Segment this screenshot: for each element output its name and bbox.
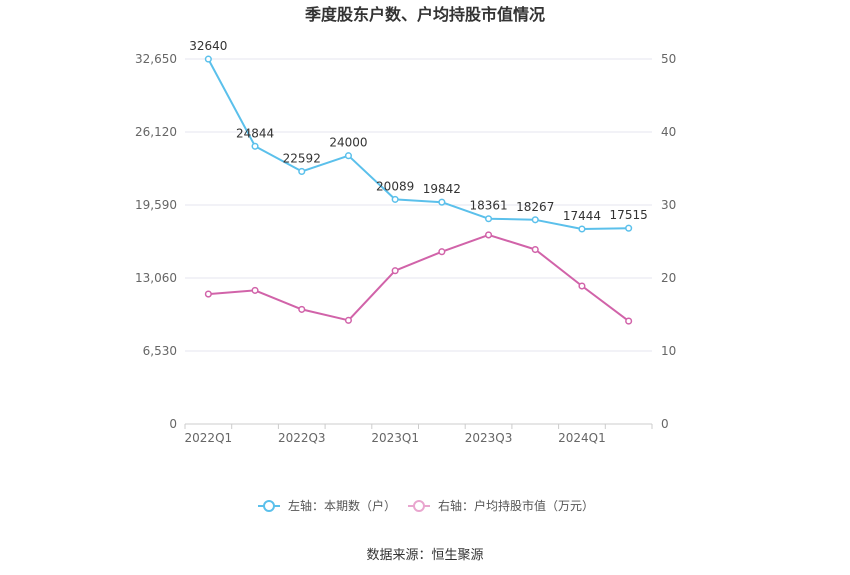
data-point	[438, 248, 446, 256]
series-layer: 32640 24844 22592 24000 20089 19842 18361 18267…	[189, 39, 648, 325]
right-tick-label: 20	[661, 271, 676, 285]
x-tick-label: 2022Q1	[185, 431, 233, 445]
left-tick-label: 32,650	[135, 52, 177, 66]
data-point	[251, 286, 259, 294]
data-point	[298, 305, 306, 313]
chart-title: 季度股东户数、户均持股市值情况	[304, 5, 545, 24]
data-point	[344, 152, 353, 160]
data-point	[251, 142, 259, 150]
series-line	[208, 233, 630, 322]
x-tick-label: 2023Q3	[465, 431, 513, 445]
x-tick-label: 2024Q1	[558, 431, 606, 445]
legend: 左轴：本期数（户） 右轴：户均持股市值（万元）	[258, 498, 594, 513]
data-label: 18267	[516, 200, 554, 214]
data-label: 19842	[423, 182, 461, 196]
data-point	[531, 245, 539, 254]
left-tick-label: 19,590	[135, 198, 177, 212]
data-label: 24844	[236, 126, 274, 140]
data-point	[625, 224, 633, 232]
right-tick-label: 50	[661, 52, 676, 66]
data-point	[391, 195, 399, 203]
grid-lines	[185, 58, 652, 425]
data-point	[625, 317, 633, 325]
left-tick-label: 0	[169, 417, 177, 431]
right-tick-label: 40	[661, 125, 676, 139]
data-point	[298, 167, 306, 175]
data-label: 17515	[610, 208, 648, 222]
right-tick-label: 10	[661, 344, 676, 358]
data-point	[438, 198, 446, 206]
data-source: 数据来源：恒生聚源	[366, 548, 483, 563]
series-line	[207, 58, 629, 230]
data-label: 18361	[469, 199, 507, 213]
left-tick-label: 6,530	[143, 344, 177, 358]
data-point	[578, 225, 586, 233]
legend-label: 右轴：户均持股市值（万元）	[438, 498, 594, 513]
data-point	[578, 282, 586, 290]
data-label: 32640	[189, 39, 227, 53]
x-axis: 2022Q1 2022Q3 2023Q1 2023Q3 2024Q1	[184, 424, 653, 445]
data-label: 22592	[283, 151, 321, 165]
data-point	[204, 55, 212, 63]
data-point	[485, 231, 493, 239]
data-point	[485, 215, 493, 223]
legend-marker	[413, 500, 425, 512]
legend-label: 左轴：本期数（户）	[288, 498, 396, 513]
right-tick-label: 0	[661, 417, 669, 431]
data-point	[344, 316, 353, 324]
data-point	[391, 267, 399, 275]
data-point	[204, 290, 212, 298]
right-axis: 0 10 20 30 40 50	[661, 52, 676, 431]
left-axis: 0 6,530 13,060 19,590 26,120 32,650	[135, 52, 177, 431]
data-label: 20089	[376, 179, 414, 193]
x-tick-label: 2023Q1	[371, 431, 419, 445]
left-tick-label: 13,060	[135, 271, 177, 285]
data-label: 17444	[563, 209, 601, 223]
x-tick-label: 2022Q3	[278, 431, 326, 445]
legend-marker	[263, 500, 275, 512]
right-tick-label: 30	[661, 198, 676, 212]
left-tick-label: 26,120	[135, 125, 177, 139]
data-point	[531, 216, 539, 224]
data-label: 24000	[329, 136, 367, 150]
